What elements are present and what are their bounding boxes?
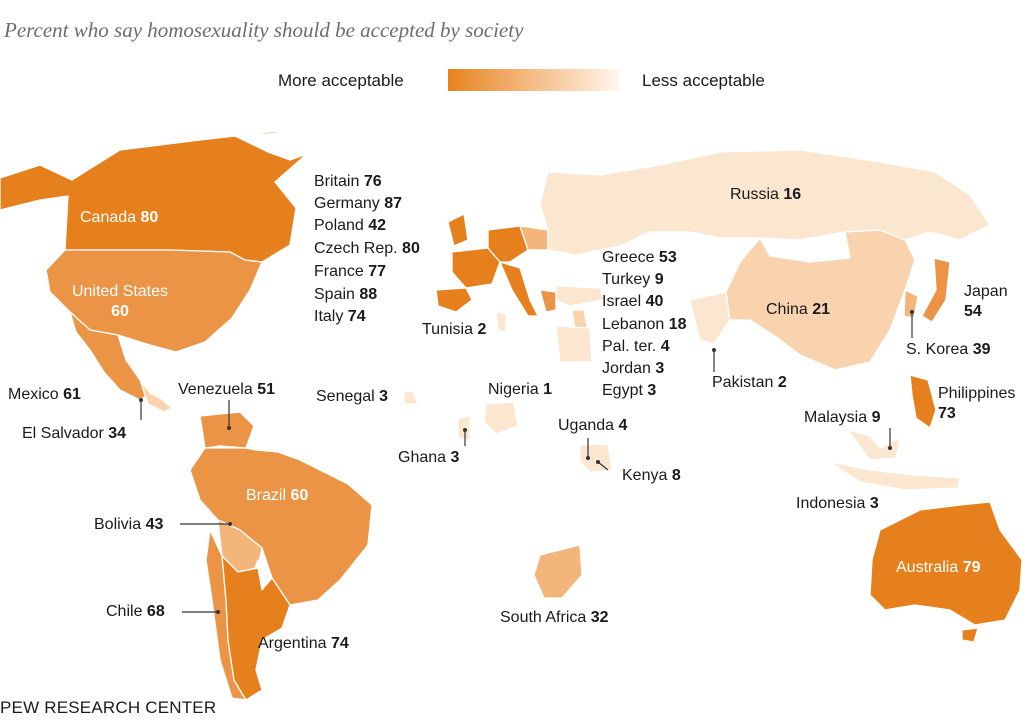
label-turkey: Turkey 9: [602, 271, 664, 288]
dot-venezuela: [227, 426, 231, 430]
label-china: China 21: [766, 301, 831, 318]
region-cuba: [161, 371, 197, 385]
label-poland: Poland 42: [314, 217, 387, 234]
label-russia: Russia 16: [730, 186, 802, 203]
label-czech-rep: Czech Rep. 80: [314, 240, 420, 257]
label-ghana: Ghana 3: [398, 449, 460, 466]
legend-gradient-bar: [448, 69, 620, 91]
label-france: France 77: [314, 263, 387, 280]
region-tasmania: [961, 627, 979, 643]
dot-ghana: [463, 428, 467, 432]
label-united-states: United States 60: [71, 283, 169, 320]
dot-malaysia: [888, 446, 892, 450]
label-egypt: Egypt 3: [602, 382, 657, 399]
region-italy: [499, 261, 539, 317]
dot-el-salvador: [139, 398, 143, 402]
region-usa: [45, 249, 263, 353]
region-madagascar: [611, 524, 629, 563]
label-greece: Greece 53: [602, 249, 677, 266]
leader-kenya: [597, 461, 609, 471]
label-nigeria: Nigeria 1: [488, 381, 553, 398]
label-bolivia: Bolivia 43: [94, 516, 164, 533]
region-new-guinea: [959, 477, 1019, 503]
dot-pakistan: [712, 348, 716, 352]
region-central-america: [139, 379, 173, 413]
label-pakistan: Pakistan 2: [712, 374, 787, 391]
label-japan: Japan 54: [964, 283, 1008, 320]
label-mexico: Mexico 61: [8, 386, 81, 403]
region-egypt: [555, 325, 593, 363]
region-korea: [903, 289, 919, 319]
dot-uganda: [586, 456, 590, 460]
region-north-africa: [407, 309, 561, 371]
label-italy: Italy 74: [314, 308, 366, 325]
dot-s-korea: [910, 310, 914, 314]
label-s-korea: S. Korea 39: [906, 341, 991, 358]
region-indonesia: [829, 461, 961, 491]
label-germany: Germany 87: [314, 195, 403, 212]
label-brazil: Brazil 60: [246, 487, 309, 504]
dot-kenya: [596, 460, 600, 464]
label-israel: Israel 40: [602, 293, 664, 310]
label-malaysia: Malaysia 9: [804, 409, 881, 426]
region-japan: [921, 257, 951, 323]
region-spain: [435, 287, 473, 313]
label-lebanon: Lebanon 18: [602, 316, 687, 333]
label-argentina: Argentina 74: [258, 635, 349, 652]
region-middle-east: [569, 291, 701, 363]
label-jordan: Jordan 3: [602, 360, 665, 377]
label-uganda: Uganda 4: [558, 417, 628, 434]
label-pal-ter: Pal. ter. 4: [602, 338, 670, 355]
region-canada: [0, 131, 331, 263]
dot-chile: [216, 610, 220, 614]
region-southeast-asia: [799, 354, 849, 421]
region-eastern-europe: [527, 249, 576, 293]
label-britain: Britain 76: [314, 173, 382, 190]
label-philippines: Philippines 73: [938, 385, 1016, 422]
label-senegal: Senegal 3: [316, 388, 389, 405]
region-brazil: [189, 447, 373, 606]
label-spain: Spain 88: [314, 286, 378, 303]
label-canada: Canada 80: [80, 209, 159, 226]
region-west-africa: [403, 361, 629, 451]
region-philippines: [909, 374, 937, 429]
region-guianas: [253, 425, 283, 453]
region-greenland: [234, 129, 331, 161]
region-mongolia: [759, 231, 851, 263]
label-kenya: Kenya 8: [622, 467, 681, 484]
label-chile: Chile 68: [106, 603, 165, 620]
region-britain: [447, 213, 469, 247]
source-credit: PEW RESEARCH CENTER: [0, 698, 217, 717]
legend-more-label: More acceptable: [278, 71, 404, 90]
label-tunisia: Tunisia 2: [422, 321, 487, 338]
region-malaysia: [847, 429, 901, 461]
region-south-africa: [533, 544, 583, 599]
region-tunisia: [495, 311, 507, 333]
region-nigeria: [483, 401, 519, 435]
region-argentina: [221, 555, 291, 701]
region-venezuela: [199, 411, 255, 449]
region-australia: [869, 501, 1023, 626]
dot-bolivia: [228, 522, 232, 526]
map-subtitle: Percent who say homosexuality should be …: [4, 18, 524, 42]
region-ghana: [457, 415, 471, 441]
label-australia: Australia 79: [896, 559, 981, 576]
label-south-africa: South Africa 32: [500, 609, 609, 626]
label-indonesia: Indonesia 3: [796, 495, 879, 512]
legend-less-label: Less acceptable: [642, 71, 765, 90]
region-greece: [539, 289, 557, 313]
label-el-salvador: El Salvador 34: [22, 425, 127, 442]
region-scandinavia: [487, 167, 549, 221]
label-venezuela: Venezuela 51: [178, 381, 275, 398]
